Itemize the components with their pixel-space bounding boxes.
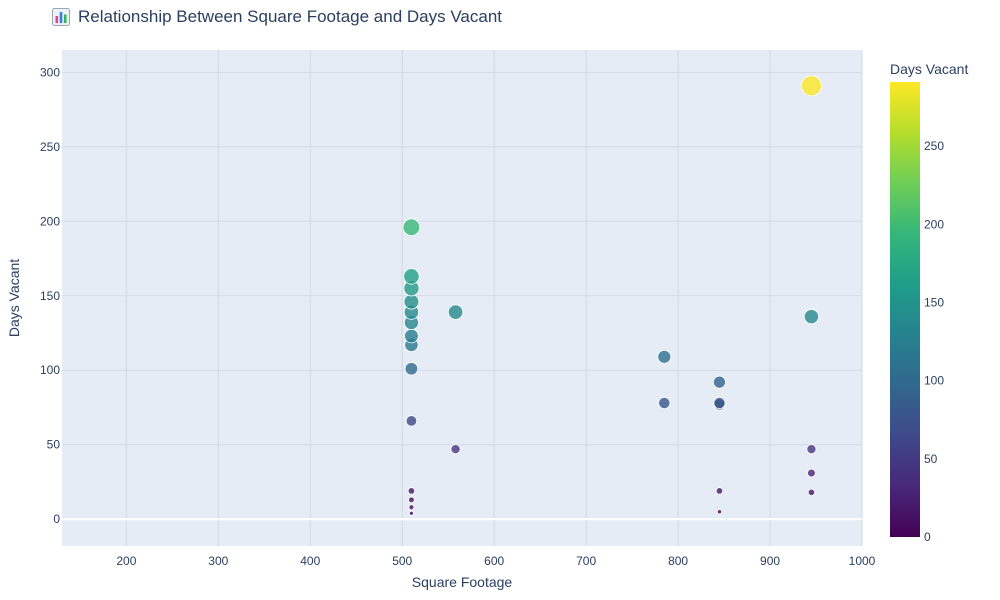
scatter-point[interactable] xyxy=(803,309,820,325)
scatter-point[interactable] xyxy=(403,293,420,310)
colorbar-title: Days Vacant xyxy=(890,61,968,77)
plot-area xyxy=(62,50,862,546)
y-tick-label: 250 xyxy=(40,140,60,154)
colorbar-ticks: 0 50 100 150 200 250 xyxy=(924,139,944,544)
scatter-point[interactable] xyxy=(407,487,416,495)
x-tick-label: 200 xyxy=(116,554,136,568)
x-tick-label: 600 xyxy=(484,554,504,568)
colorbar-tick-label: 0 xyxy=(924,530,931,544)
scatter-point[interactable] xyxy=(800,75,822,97)
x-tick-label: 1000 xyxy=(849,554,876,568)
scatter-point[interactable] xyxy=(405,415,418,427)
x-axis-label: Square Footage xyxy=(412,574,513,590)
colorbar: Days Vacant 0 50 100 150 200 250 xyxy=(890,61,968,544)
colorbar-tick-label: 250 xyxy=(924,139,944,153)
scatter-point[interactable] xyxy=(404,362,419,376)
data-points xyxy=(402,75,822,516)
colorbar-tick-label: 50 xyxy=(924,452,938,466)
colorbar-tick-label: 150 xyxy=(924,295,944,309)
scatter-point[interactable] xyxy=(807,488,816,497)
scatter-point[interactable] xyxy=(715,487,724,495)
scatter-point[interactable] xyxy=(712,375,726,389)
y-axis-label: Days Vacant xyxy=(6,259,22,337)
x-tick-label: 300 xyxy=(208,554,228,568)
x-tick-label: 700 xyxy=(576,554,596,568)
x-tick-label: 500 xyxy=(392,554,412,568)
scatter-point[interactable] xyxy=(713,396,726,410)
scatter-point[interactable] xyxy=(408,504,415,511)
scatter-point[interactable] xyxy=(447,304,464,320)
colorbar-scale xyxy=(890,82,920,537)
chart-title: Relationship Between Square Footage and … xyxy=(52,7,502,27)
axes: 200 300 400 500 600 700 800 900 1000 0 50 100 150 200… xyxy=(40,65,876,568)
y-tick-label: 0 xyxy=(53,512,60,526)
scatter-point[interactable] xyxy=(408,496,415,504)
scatter-point[interactable] xyxy=(404,328,419,344)
scatter-point[interactable] xyxy=(403,268,420,285)
scatter-point[interactable] xyxy=(402,218,421,237)
x-tick-label: 900 xyxy=(760,554,780,568)
x-tick-label: 800 xyxy=(668,554,688,568)
scatter-point[interactable] xyxy=(716,509,723,515)
chart-title-text: Relationship Between Square Footage and … xyxy=(78,7,503,26)
scatter-point[interactable] xyxy=(657,349,672,364)
y-tick-label: 100 xyxy=(40,363,60,377)
y-tick-label: 300 xyxy=(40,65,60,79)
grid-lines xyxy=(62,50,863,546)
y-tick-label: 150 xyxy=(40,289,60,303)
colorbar-tick-label: 100 xyxy=(924,374,944,388)
scatter-point[interactable] xyxy=(658,396,671,410)
y-tick-label: 200 xyxy=(40,214,60,228)
scatter-point[interactable] xyxy=(807,468,816,478)
bar-chart-emoji-icon xyxy=(52,8,70,26)
scatter-point[interactable] xyxy=(408,510,414,516)
x-tick-label: 400 xyxy=(300,554,320,568)
colorbar-tick-label: 200 xyxy=(924,217,944,231)
y-tick-label: 50 xyxy=(47,438,61,452)
scatter-point[interactable] xyxy=(450,444,461,455)
scatter-point[interactable] xyxy=(806,444,817,455)
